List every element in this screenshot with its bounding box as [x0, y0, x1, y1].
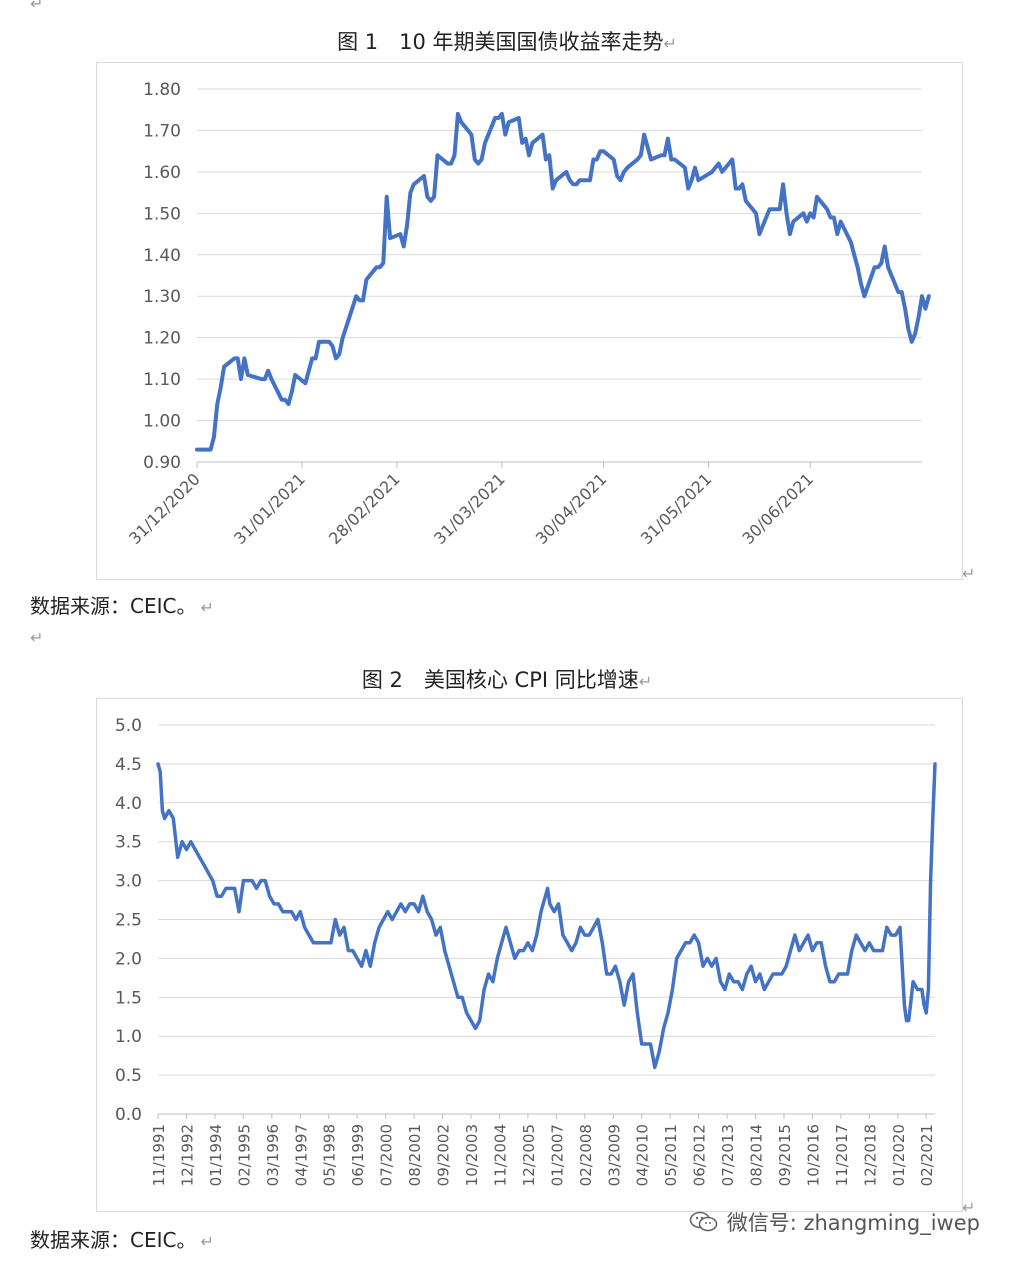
- figure-2-chart: 0.0 0.5 1.0 1.5 2.0 2.5 3.0 3.5 4.0 4.5 5.0 11/1991…: [115, 716, 937, 1186]
- x-tick-label: 30/04/2021: [532, 469, 611, 548]
- x-tick-label: 30/06/2021: [738, 469, 817, 548]
- x-tick-label: 11/2017: [833, 1124, 851, 1186]
- x-tick-label: 31/03/2021: [430, 469, 509, 548]
- paragraph-mark-icon: ↵: [30, 0, 44, 13]
- paragraph-mark-icon: ↵: [962, 1198, 976, 1217]
- x-tick-label: 02/2008: [577, 1124, 595, 1186]
- x-tick-label: 31/01/2021: [230, 469, 309, 548]
- x-tick-label: 07/2013: [719, 1124, 737, 1186]
- figure-2-source: 数据来源：CEIC。 ↵: [30, 1224, 214, 1253]
- figure-1-chart-frame: 0.90 1.00 1.10 1.20 1.30 1.40 1.50 1.60 1.70 1.80…: [96, 62, 963, 580]
- y-tick-label: 1.80: [143, 80, 181, 100]
- x-tick-label: 12/2018: [861, 1124, 879, 1186]
- paragraph-mark-icon: ↵: [200, 1232, 214, 1251]
- y-tick-label: 1.70: [143, 121, 181, 141]
- y-tick-label: 1.10: [143, 370, 181, 390]
- y-tick-label: 0.5: [115, 1066, 142, 1086]
- y-tick-label: 1.30: [143, 287, 181, 307]
- x-tick-label: 08/2014: [748, 1124, 766, 1186]
- x-tick-label: 10/2003: [463, 1124, 481, 1186]
- y-tick-label: 0.0: [115, 1105, 142, 1125]
- paragraph-mark-icon: ↵: [30, 628, 44, 647]
- x-tick-label: 05/1998: [321, 1124, 339, 1186]
- x-tick-label: 01/2007: [548, 1124, 566, 1186]
- y-tick-label: 4.0: [115, 794, 142, 814]
- y-tick-label: 1.50: [143, 204, 181, 224]
- paragraph-mark-icon: ↵: [962, 564, 976, 583]
- x-tick-label: 28/02/2021: [325, 469, 404, 548]
- figure-2-title: 图 2 美国核心 CPI 同比增速↵: [0, 664, 1014, 694]
- y-tick-label: 3.5: [115, 833, 142, 853]
- x-tick-label: 04/1997: [292, 1124, 310, 1186]
- paragraph-mark-icon: ↵: [663, 34, 677, 53]
- y-tick-label: 1.20: [143, 329, 181, 349]
- x-tick-label: 07/2000: [378, 1124, 396, 1186]
- x-tick-label: 08/2001: [406, 1124, 424, 1186]
- y-tick-label: 1.00: [143, 412, 181, 432]
- paragraph-mark-icon: ↵: [200, 598, 214, 617]
- x-tick-label: 02/2021: [918, 1124, 936, 1186]
- y-tick-label: 2.5: [115, 911, 142, 931]
- y-tick-label: 3.0: [115, 872, 142, 892]
- x-tick-label: 12/2005: [520, 1124, 538, 1186]
- figure-2-chart-frame: 0.0 0.5 1.0 1.5 2.0 2.5 3.0 3.5 4.0 4.5 5.0 11/1991…: [96, 698, 963, 1212]
- x-tick-label: 03/2009: [605, 1124, 623, 1186]
- paragraph-mark-icon: ↵: [638, 672, 653, 691]
- y-tick-label: 0.90: [143, 453, 181, 473]
- y-tick-label: 1.0: [115, 1027, 142, 1047]
- x-tick-label: 06/1999: [349, 1124, 367, 1186]
- y-tick-label: 4.5: [115, 755, 142, 775]
- x-tick-label: 09/2015: [776, 1124, 794, 1186]
- x-tick-label: 31/05/2021: [637, 469, 716, 548]
- y-tick-label: 1.5: [115, 988, 142, 1008]
- x-tick-label: 01/1994: [207, 1124, 225, 1186]
- x-tick-label: 12/1992: [178, 1124, 196, 1186]
- y-tick-label: 1.40: [143, 246, 181, 266]
- x-tick-label: 03/1996: [264, 1124, 282, 1186]
- wechat-icon: [689, 1211, 718, 1232]
- figure-2-title-text: 图 2 美国核心 CPI 同比增速: [361, 668, 639, 692]
- x-tick-label: 04/2010: [634, 1124, 652, 1186]
- x-tick-label: 05/2011: [662, 1124, 680, 1186]
- watermark-text: 微信号: zhangming_iwep: [726, 1211, 980, 1235]
- x-tick-label: 06/2012: [691, 1124, 709, 1186]
- x-tick-label: 11/2004: [491, 1124, 509, 1186]
- figure-1-title: 图 1 10 年期美国国债收益率走势↵: [0, 26, 1014, 56]
- x-tick-label: 11/1991: [150, 1124, 168, 1186]
- x-tick-label: 09/2002: [435, 1124, 453, 1186]
- figure-1-chart: 0.90 1.00 1.10 1.20 1.30 1.40 1.50 1.60 1.70 1.80…: [125, 80, 931, 548]
- x-tick-label: 01/2020: [890, 1124, 908, 1186]
- figure-1-source: 数据来源：CEIC。 ↵: [30, 590, 214, 619]
- y-tick-label: 1.60: [143, 163, 181, 183]
- figure-1-title-text: 图 1 10 年期美国国债收益率走势: [337, 30, 664, 54]
- figure-1-source-text: 数据来源：CEIC。: [30, 594, 197, 618]
- wechat-watermark: 微信号: zhangming_iwep: [689, 1207, 980, 1237]
- x-tick-label: 10/2016: [804, 1124, 822, 1186]
- x-tick-label: 31/12/2020: [125, 469, 204, 548]
- series-line: [156, 762, 937, 1070]
- y-tick-label: 5.0: [115, 716, 142, 736]
- series-line: [195, 111, 931, 452]
- y-tick-label: 2.0: [115, 949, 142, 969]
- x-tick-label: 02/1995: [235, 1124, 253, 1186]
- figure-2-source-text: 数据来源：CEIC。: [30, 1228, 197, 1252]
